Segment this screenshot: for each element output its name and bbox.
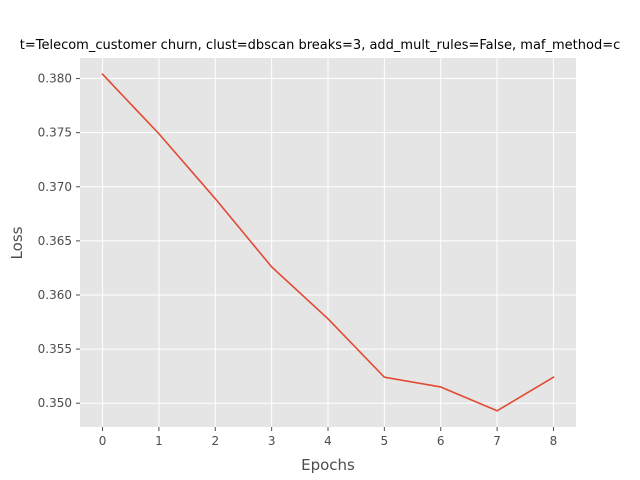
chart-title: t=Telecom_customer churn, clust=dbscan b… <box>20 38 621 53</box>
y-tick-label: 0.355 <box>38 342 72 356</box>
x-tick-label: 4 <box>324 434 332 448</box>
y-tick-label: 0.375 <box>38 126 72 140</box>
tick-labels: 0 1 2 3 4 5 6 7 8 0.350 0.355 0.360 0.365 0.370 0.375 0… <box>38 72 558 448</box>
x-tick-label: 2 <box>211 434 219 448</box>
y-tick-label: 0.365 <box>38 234 72 248</box>
y-axis-label: Loss <box>8 226 26 259</box>
x-tick-label: 5 <box>381 434 389 448</box>
y-tick-label: 0.350 <box>38 396 72 410</box>
x-axis-label: Epochs <box>301 456 355 474</box>
y-tick-label: 0.360 <box>38 288 72 302</box>
loss-series-line <box>101 73 555 412</box>
x-tick-label: 7 <box>493 434 501 448</box>
gridlines <box>80 58 576 427</box>
y-tick-label: 0.370 <box>38 180 72 194</box>
x-tick-label: 1 <box>155 434 163 448</box>
x-tick-label: 0 <box>99 434 107 448</box>
y-tick-label: 0.380 <box>38 72 72 86</box>
x-tick-label: 8 <box>550 434 558 448</box>
x-tick-label: 3 <box>268 434 276 448</box>
series-layer <box>101 73 555 412</box>
x-tick-label: 6 <box>437 434 445 448</box>
